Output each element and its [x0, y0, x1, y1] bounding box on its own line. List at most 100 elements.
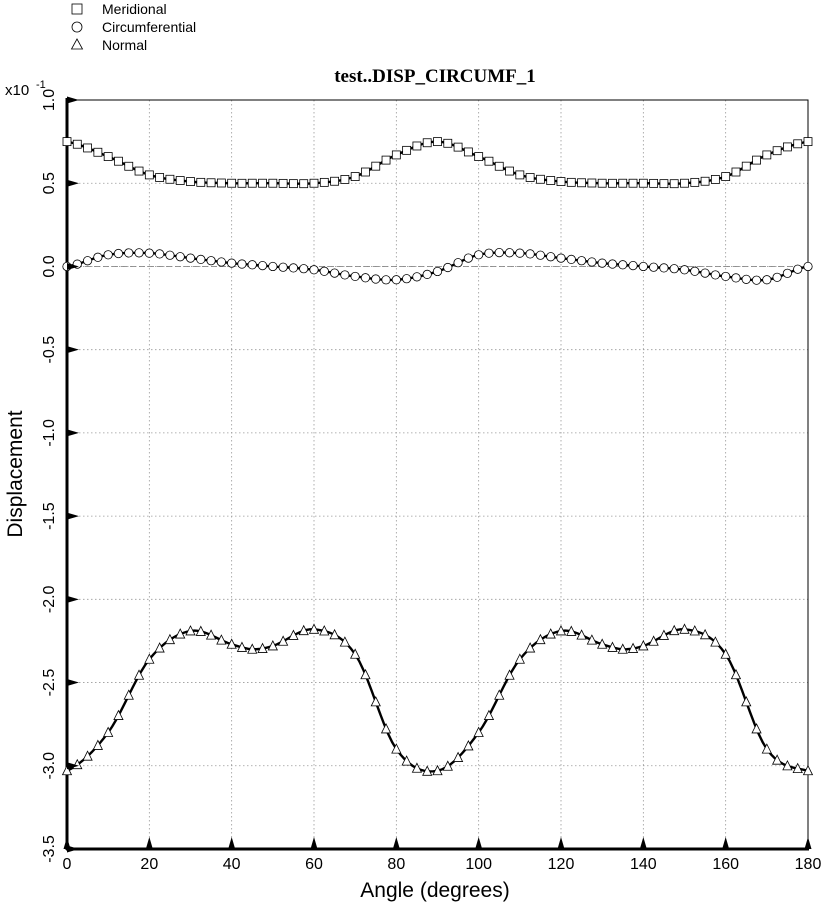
data-point [144, 248, 154, 258]
data-point [103, 250, 113, 260]
data-point [505, 166, 514, 176]
data-point [792, 762, 803, 773]
data-point [154, 642, 165, 653]
x-tick-mark [63, 837, 71, 849]
data-point [402, 145, 412, 155]
data-point [504, 669, 515, 680]
data-point [227, 178, 237, 188]
data-point [195, 625, 206, 636]
data-point [515, 248, 525, 258]
data-point [216, 178, 226, 188]
x-tick-label: 60 [305, 856, 323, 873]
data-point [350, 172, 360, 181]
data-point [536, 174, 545, 184]
data-point [227, 258, 237, 268]
data-point [268, 178, 278, 188]
data-point [443, 138, 453, 148]
data-point [803, 137, 813, 147]
y-tick-label: -2.0 [41, 585, 58, 613]
data-point [361, 167, 370, 177]
legend-label: Meridional [102, 1, 167, 17]
data-point [649, 178, 659, 188]
data-point [380, 723, 392, 734]
x-tick-label: 20 [140, 856, 158, 873]
data-point [535, 633, 546, 645]
data-point [638, 178, 648, 188]
data-point [617, 643, 628, 654]
data-point [793, 139, 803, 149]
data-point [721, 172, 731, 181]
data-point [113, 248, 124, 259]
x-tick-label: 40 [223, 856, 241, 873]
data-point [783, 142, 792, 152]
x-tick-mark [145, 837, 153, 849]
data-point [205, 629, 217, 640]
data-point [226, 638, 237, 649]
data-point [339, 636, 351, 647]
data-point [175, 252, 185, 262]
data-point [782, 268, 793, 278]
data-point [608, 178, 617, 188]
y-tick-label: -3.0 [41, 752, 58, 780]
data-point [648, 635, 659, 646]
data-point [494, 248, 504, 258]
data-point [504, 248, 515, 258]
data-point [83, 143, 92, 153]
data-point [144, 653, 155, 664]
data-point [566, 177, 576, 187]
data-point [525, 173, 535, 182]
data-point [638, 261, 648, 272]
series-normal [61, 623, 814, 776]
data-point [546, 176, 556, 185]
data-point [474, 152, 484, 161]
data-point [793, 264, 803, 274]
data-point [772, 146, 782, 156]
data-point [762, 275, 772, 285]
y-tick-label: -1.5 [41, 502, 58, 530]
circle-marker-icon [71, 21, 83, 33]
data-point [433, 137, 442, 147]
data-point [360, 273, 371, 283]
data-point [782, 759, 793, 771]
data-point [288, 263, 299, 273]
data-point [442, 760, 453, 771]
data-point [597, 258, 607, 268]
series-line [66, 628, 809, 773]
data-point [267, 640, 278, 651]
data-point [658, 629, 670, 640]
data-point [155, 173, 165, 182]
data-point [473, 726, 484, 737]
legend-item-normal: Normal [70, 37, 147, 53]
y-tick-mark [67, 346, 79, 354]
data-point [771, 754, 783, 765]
data-point [710, 175, 720, 184]
data-point [700, 268, 710, 278]
data-point [340, 270, 350, 280]
data-point [165, 250, 175, 260]
data-point [299, 179, 309, 189]
x-tick-label: 120 [548, 856, 575, 873]
data-point [587, 257, 597, 267]
triangle-marker-icon [70, 38, 84, 50]
data-point [721, 271, 731, 282]
data-point [277, 635, 289, 646]
data-point [761, 743, 772, 754]
data-point [371, 274, 381, 284]
data-point [545, 628, 556, 639]
data-point [247, 178, 257, 188]
data-point [679, 265, 690, 275]
data-point [576, 256, 587, 266]
data-point [618, 178, 628, 188]
data-point [133, 669, 145, 680]
data-point [720, 648, 731, 659]
data-point [514, 653, 525, 664]
data-point [751, 275, 762, 285]
data-point [371, 161, 381, 171]
data-point [680, 178, 689, 188]
data-point [463, 147, 473, 157]
data-point [236, 641, 248, 652]
data-point [237, 178, 247, 188]
data-point [61, 764, 73, 776]
data-point [422, 269, 432, 279]
data-point [350, 648, 361, 659]
